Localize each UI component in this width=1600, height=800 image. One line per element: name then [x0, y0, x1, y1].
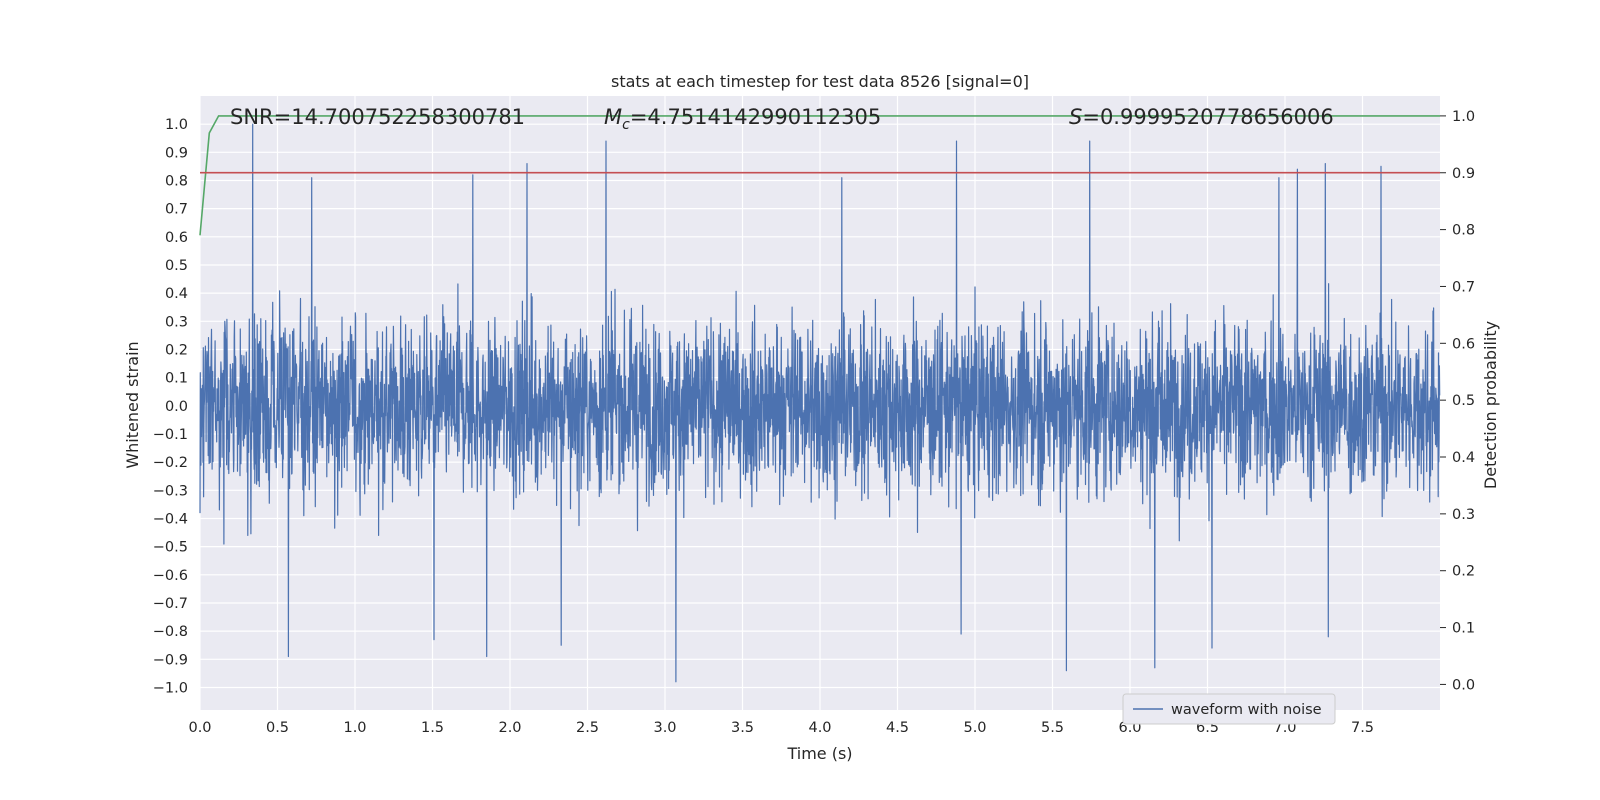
y-tick-label-12: 0.2 — [165, 342, 188, 358]
x-tick-label-3: 1.5 — [421, 720, 444, 736]
y-tick-label-2: −0.8 — [153, 624, 188, 640]
y2-tick-label-6: 0.6 — [1452, 336, 1475, 352]
y2-axis-label: Detection probability — [1481, 321, 1500, 489]
waveform-series — [199, 123, 1441, 683]
annotation-snr: SNR=14.700752258300781 — [230, 105, 525, 129]
y-tick-label-15: 0.5 — [165, 258, 188, 274]
y2-tick-label-0: 0.0 — [1452, 677, 1475, 693]
y-tick-label-20: 1.0 — [165, 117, 188, 133]
x-tick-label-0: 0.0 — [188, 720, 211, 736]
x-axis-ticks: 0.0 0.5 1.0 1.5 2.0 2.5 3.0 3.5 4.0 4.5 5.0 5.5 6.0 6… — [188, 720, 1374, 736]
detection-probability-line — [199, 115, 1440, 236]
s-value: =0.9999520778656006 — [1082, 105, 1333, 129]
x-tick-label-4: 2.0 — [498, 720, 521, 736]
y-tick-label-18: 0.8 — [165, 173, 188, 189]
y-tick-label-19: 0.9 — [165, 145, 188, 161]
x-tick-label-6: 3.0 — [653, 720, 676, 736]
y2-tick-label-5: 0.5 — [1452, 393, 1475, 409]
chart-title: stats at each timestep for test data 852… — [611, 72, 1029, 91]
legend-label-waveform: waveform with noise — [1171, 702, 1322, 718]
probability-series — [199, 115, 1440, 236]
x-tick-label-11: 5.5 — [1041, 720, 1064, 736]
waveform-line — [199, 123, 1441, 683]
y-tick-label-17: 0.7 — [165, 202, 188, 218]
y-tick-label-8: −0.2 — [153, 455, 188, 471]
x-tick-label-5: 2.5 — [576, 720, 599, 736]
legend: waveform with noise — [1122, 693, 1336, 725]
x-tick-label-15: 7.5 — [1351, 720, 1374, 736]
chirp-mass-symbol: M — [604, 105, 622, 129]
y-tick-label-3: −0.7 — [153, 596, 188, 612]
x-axis-label: Time (s) — [786, 744, 852, 763]
x-tick-label-2: 1.0 — [343, 720, 366, 736]
y-tick-label-14: 0.4 — [165, 286, 188, 302]
y2-tick-label-4: 0.4 — [1452, 450, 1475, 466]
y2-tick-label-1: 0.1 — [1452, 621, 1475, 637]
y2-tick-label-3: 0.3 — [1452, 507, 1475, 523]
y-tick-label-7: −0.3 — [153, 483, 188, 499]
legend-box — [1122, 693, 1336, 725]
x-tick-label-9: 4.5 — [886, 720, 909, 736]
chirp-mass-value: =4.7514142990112305 — [630, 105, 881, 129]
y-axis-label: Whitened strain — [123, 341, 142, 468]
y-tick-label-16: 0.6 — [165, 230, 188, 246]
annotation-chirp-mass: Mc=4.7514142990112305 — [604, 105, 881, 133]
y-tick-label-9: −0.1 — [153, 427, 188, 443]
y-tick-label-13: 0.3 — [165, 314, 188, 330]
y2-tick-label-10: 1.0 — [1452, 109, 1475, 125]
x-tick-label-7: 3.5 — [731, 720, 754, 736]
y2-axis-ticks: 0.0 0.1 0.2 0.3 0.4 0.5 0.6 0.7 0.8 0.9 1.0 — [1440, 109, 1475, 693]
y2-tick-label-7: 0.7 — [1452, 279, 1475, 295]
y2-tick-label-2: 0.2 — [1452, 564, 1475, 580]
chirp-mass-subscript: c — [622, 117, 630, 133]
x-tick-label-10: 5.0 — [963, 720, 986, 736]
y-tick-label-5: −0.5 — [153, 540, 188, 556]
y-tick-label-4: −0.6 — [153, 568, 188, 584]
y-tick-label-11: 0.1 — [165, 371, 188, 387]
y2-tick-label-9: 0.9 — [1452, 166, 1475, 182]
x-tick-label-8: 4.0 — [808, 720, 831, 736]
y-tick-label-0: −1.0 — [153, 680, 188, 696]
y2-tick-label-8: 0.8 — [1452, 223, 1475, 239]
annotation-s: S=0.9999520778656006 — [1069, 105, 1334, 129]
y-tick-label-6: −0.4 — [153, 511, 188, 527]
y-tick-label-1: −0.9 — [153, 652, 188, 668]
y-tick-label-10: 0.0 — [165, 399, 188, 415]
x-tick-label-1: 0.5 — [266, 720, 289, 736]
y-axis-ticks: −1.0 −0.9 −0.8 −0.7 −0.6 −0.5 −0.4 −0.3 −0.2 −0.1… — [153, 117, 188, 696]
s-symbol: S — [1069, 105, 1082, 129]
